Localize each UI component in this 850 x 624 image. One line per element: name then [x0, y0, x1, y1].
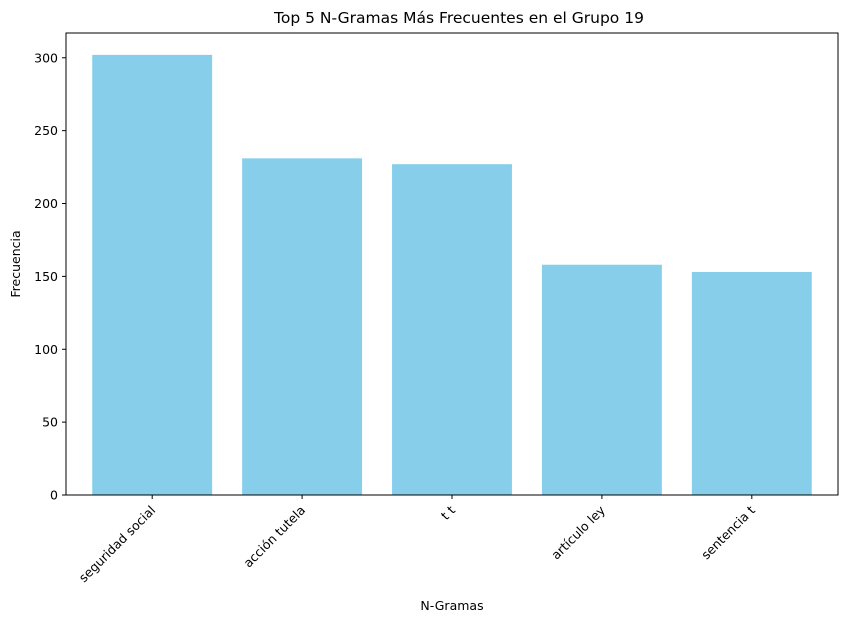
bars-group	[92, 54, 812, 496]
y-tick-label-5: 250	[34, 123, 58, 138]
y-tick-label-0: 0	[50, 488, 58, 503]
bar-0	[92, 54, 213, 495]
x-tick-label-2: t t	[438, 502, 458, 522]
y-axis: 0 50 100 150 200 250 300	[34, 50, 66, 503]
y-tick-label-1: 50	[42, 415, 58, 430]
x-tick-label-4: sentencia t	[698, 502, 758, 562]
x-tick-label-0: seguridad social	[76, 503, 159, 586]
bar-3	[541, 264, 662, 495]
bar-1	[242, 158, 363, 496]
x-tick-label-3: artículo ley	[548, 502, 608, 562]
y-tick-label-4: 200	[34, 196, 58, 211]
x-tick-label-1: acción tutela	[240, 503, 308, 571]
y-tick-label-2: 100	[34, 342, 58, 357]
x-axis: seguridad social acción tutela t t artículo…	[76, 495, 758, 585]
chart-title: Top 5 N-Gramas Más Frecuentes en el Grup…	[273, 9, 644, 27]
bar-2	[392, 164, 512, 496]
x-axis-label: N-Gramas	[420, 598, 483, 613]
bar-4	[691, 272, 812, 495]
y-tick-label-6: 300	[34, 50, 58, 65]
y-tick-label-3: 150	[34, 269, 58, 284]
y-axis-label: Frecuencia	[8, 230, 23, 297]
